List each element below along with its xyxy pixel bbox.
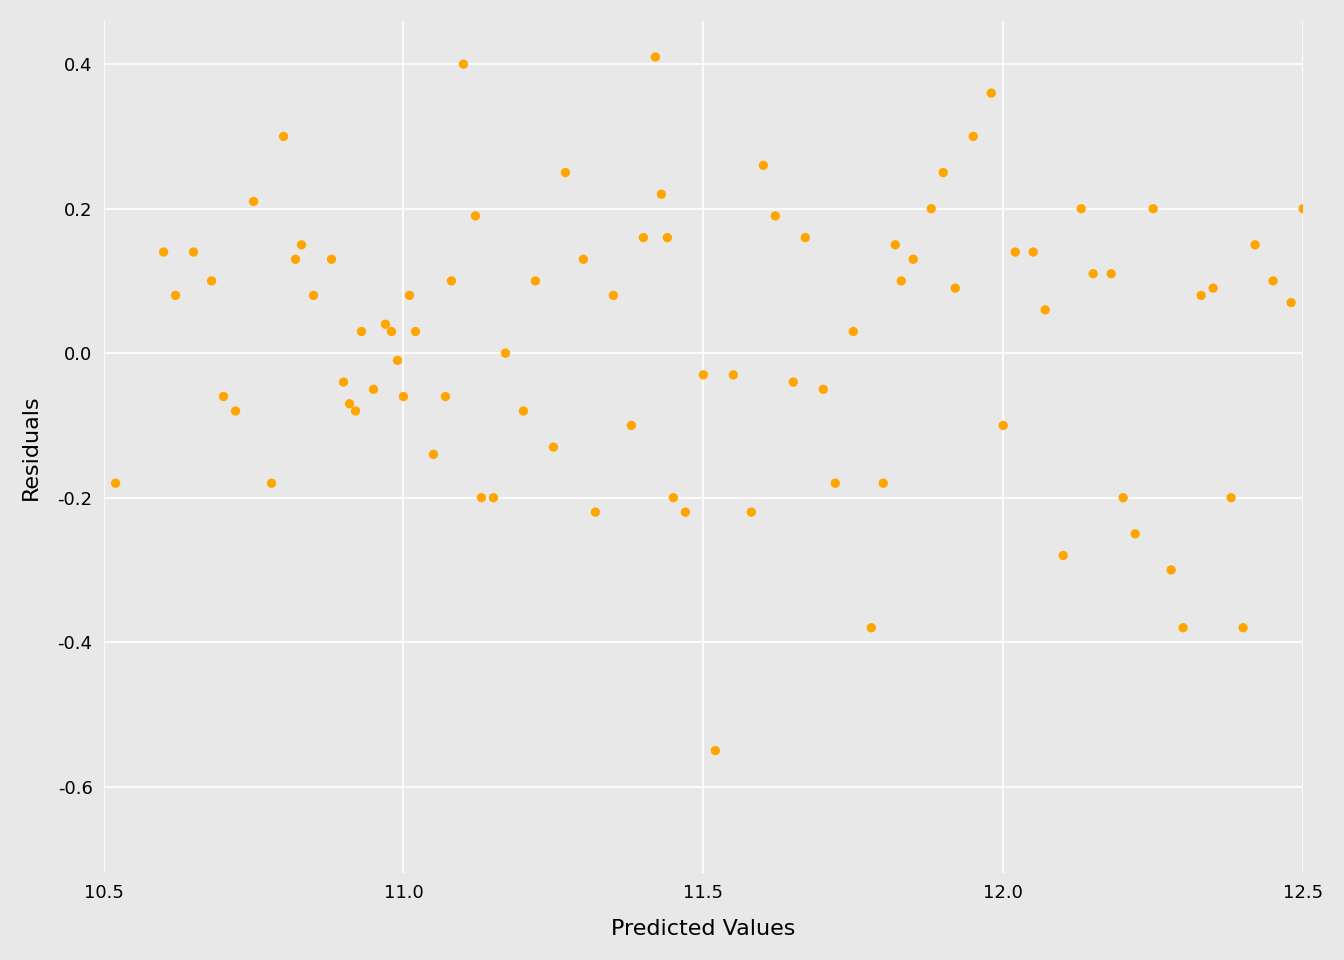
Point [1203, 280, 1224, 296]
Point [165, 288, 187, 303]
Point [375, 317, 396, 332]
Point [1023, 245, 1044, 260]
Point [704, 743, 726, 758]
Point [992, 418, 1013, 433]
Point [470, 490, 492, 505]
Point [333, 374, 355, 390]
Point [387, 352, 409, 368]
Point [621, 418, 642, 433]
Point [345, 403, 367, 419]
Point [981, 85, 1003, 101]
Point [302, 288, 324, 303]
Point [921, 201, 942, 216]
Point [884, 237, 906, 252]
Point [105, 475, 126, 491]
Point [675, 504, 696, 519]
Point [243, 194, 265, 209]
Point [1101, 266, 1122, 281]
Point [1160, 563, 1181, 578]
Point [200, 274, 222, 289]
Point [573, 252, 594, 267]
Point [645, 49, 667, 64]
Point [633, 229, 655, 245]
Point [1172, 620, 1193, 636]
Point [273, 129, 294, 144]
Point [1232, 620, 1254, 636]
Point [1281, 295, 1302, 310]
Point [813, 382, 835, 397]
Point [441, 274, 462, 289]
Point [224, 403, 246, 419]
Point [782, 374, 804, 390]
Point [1142, 201, 1164, 216]
Point [261, 475, 282, 491]
Point [891, 274, 913, 289]
Point [860, 620, 882, 636]
Point [495, 346, 516, 361]
Point [903, 252, 925, 267]
Point [465, 208, 487, 224]
Point [825, 475, 847, 491]
Point [351, 324, 372, 339]
Point [1304, 468, 1325, 484]
Point [555, 165, 577, 180]
Point [405, 324, 426, 339]
Point [663, 490, 684, 505]
X-axis label: Predicted Values: Predicted Values [612, 919, 796, 939]
Point [512, 403, 534, 419]
Point [1070, 201, 1091, 216]
Y-axis label: Residuals: Residuals [22, 395, 40, 500]
Point [794, 229, 816, 245]
Point [585, 504, 606, 519]
Point [434, 389, 456, 404]
Point [524, 274, 546, 289]
Point [1125, 526, 1146, 541]
Point [321, 252, 343, 267]
Point [1004, 245, 1025, 260]
Point [657, 229, 679, 245]
Point [285, 252, 306, 267]
Point [962, 129, 984, 144]
Point [741, 504, 762, 519]
Point [1220, 490, 1242, 505]
Point [399, 288, 421, 303]
Point [392, 389, 414, 404]
Point [945, 280, 966, 296]
Point [482, 490, 504, 505]
Point [339, 396, 360, 412]
Point [1245, 237, 1266, 252]
Point [212, 389, 234, 404]
Point [1035, 302, 1056, 318]
Point [153, 245, 175, 260]
Point [1262, 274, 1284, 289]
Point [692, 367, 714, 382]
Point [753, 157, 774, 173]
Point [933, 165, 954, 180]
Point [765, 208, 786, 224]
Point [1052, 548, 1074, 564]
Point [380, 324, 402, 339]
Point [363, 382, 384, 397]
Point [602, 288, 624, 303]
Point [453, 57, 474, 72]
Point [1191, 288, 1212, 303]
Point [290, 237, 312, 252]
Point [872, 475, 894, 491]
Point [423, 446, 445, 462]
Point [650, 186, 672, 202]
Point [183, 245, 204, 260]
Point [1113, 490, 1134, 505]
Point [723, 367, 745, 382]
Point [1082, 266, 1103, 281]
Point [543, 440, 564, 455]
Point [1293, 201, 1314, 216]
Point [843, 324, 864, 339]
